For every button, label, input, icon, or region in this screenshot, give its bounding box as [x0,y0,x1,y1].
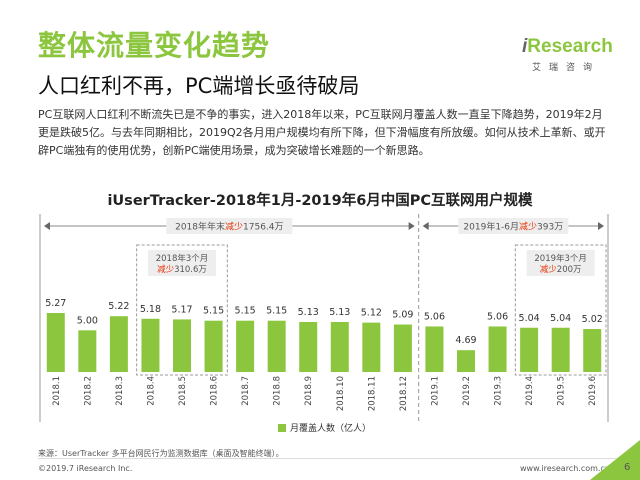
ann-2019-h1-arrow-right [598,222,604,230]
value-label-2019.1: 5.06 [424,311,445,322]
footer-corner-decoration [590,440,640,480]
ann-2018-year-text-plain: 2018年年末 [175,221,225,233]
legend-label: 月覆盖人数（亿人） [290,422,371,434]
iresearch-logo: iResearch 艾瑞咨询 [522,36,632,76]
ann-2019-h1-text-tail: 393万 [537,223,563,233]
logo-subtitle: 艾瑞咨询 [532,63,601,73]
bar-2018.6 [204,320,223,372]
value-label-2018.4: 5.18 [140,304,161,315]
ann-2019-q2-tail: 200万 [557,265,582,275]
bar-2019.5 [551,327,570,372]
logo-wordmark: iResearch [522,36,613,58]
ann-2019-h1-arrow-left [422,222,429,230]
bar-2018.11 [362,322,381,372]
ann-2019-q2-line1: 2019年3个月 [534,253,587,264]
ann-2018-year-arrow-right [408,222,415,230]
value-label-2018.1: 5.27 [45,298,66,309]
body-paragraph: PC互联网人口红利不断流失已是不争的事实，进入2018年以来，PC互联网月覆盖人… [38,108,606,157]
x-tick-label-2018.10: 2018.10 [336,376,346,411]
ann-2018-year-text: 2018年年末减少1756.4万 [175,221,283,233]
ann-2018-year-arrow-left [44,222,50,230]
x-tick-label-2019.5: 2019.5 [557,376,567,406]
ann-2019-q2-dashed-box [514,244,607,376]
x-tick-label-2018.5: 2018.5 [178,376,188,406]
ann-2018-year-text-emph: 减少 [225,221,243,233]
ann-2018-q2-label-box [148,250,216,276]
x-tick-label-2018.4: 2018.4 [146,376,156,406]
ann-2019-h1-text-emph: 减少 [519,221,537,233]
ann-2018-q2-line1: 2018年3个月 [156,253,209,264]
ann-2019-q2-label-box [526,250,595,276]
ann-2019-h1-box [458,218,569,234]
value-label-2019.4: 5.04 [519,313,540,324]
x-tick-label-2019.6: 2019.6 [588,376,598,406]
bar-2018.2 [78,330,97,372]
footer-url: www.iresearch.com.cn [520,464,610,473]
x-tick-label-2019.2: 2019.2 [462,376,472,406]
bar-2018.1 [46,313,65,372]
x-tick-label-2018.2: 2018.2 [83,376,93,406]
footer-divider [38,458,618,459]
page-subtitle: 人口红利不再，PC端增长亟待破局 [38,74,360,98]
page-number: 6 [624,462,631,473]
ann-2018-q2-dashed-box [136,244,228,376]
value-label-2018.10: 5.13 [329,307,350,318]
value-label-2018.11: 5.12 [361,308,382,319]
ann-2018-year-box [166,218,293,234]
chart-title: iUserTracker-2018年1月-2019年6月中国PC互联网用户规模 [107,193,533,209]
bar-2018.5 [173,319,191,372]
x-tick-label-2018.7: 2018.7 [241,376,251,406]
x-tick-label-2018.8: 2018.8 [273,376,283,406]
value-label-2019.2: 4.69 [455,335,476,346]
x-tick-label-2018.12: 2018.12 [399,376,409,411]
x-tick-label-2019.1: 2019.1 [430,376,440,406]
x-tick-label-2018.1: 2018.1 [52,376,62,406]
x-tick-label-2018.6: 2018.6 [210,376,220,406]
logo-research: Research [527,36,613,57]
x-tick-label-2018.3: 2018.3 [115,376,125,406]
footer-copyright: ©2019.7 iResearch Inc. [38,464,133,473]
bar-2018.12 [393,324,412,372]
value-label-2019.3: 5.06 [487,311,508,322]
ann-2019-h1-text-plain: 2019年1-6月 [463,221,519,233]
value-label-2018.3: 5.22 [108,301,129,312]
bar-2019.6 [583,329,602,372]
bar-2018.7 [236,320,255,372]
bar-2018.4 [141,318,160,372]
legend-swatch [278,424,286,432]
bar-2018.9 [299,321,318,372]
bar-2018.10 [330,321,349,372]
bar-2019.1 [425,326,444,372]
logo-i: i [522,36,528,57]
page-title: 整体流量变化趋势 [38,29,271,62]
source-note: 来源：UserTracker 多平台网民行为监测数据库（桌面及智能终端）。 [38,449,284,458]
value-label-2018.7: 5.15 [235,306,256,317]
value-label-2018.6: 5.15 [203,306,224,317]
value-label-2019.6: 5.02 [582,314,603,325]
value-label-2018.2: 5.00 [77,315,98,326]
value-label-2018.9: 5.13 [298,307,319,318]
x-tick-label-2019.4: 2019.4 [525,376,535,406]
bar-2019.3 [488,326,507,372]
ann-2019-q2-line2: 减少200万 [540,264,582,275]
bar-2019.4 [520,327,539,372]
bar-2019.2 [457,350,475,372]
value-label-2019.5: 5.04 [550,313,571,324]
ann-2018-q2-line2: 减少310.6万 [157,264,207,275]
value-label-2018.8: 5.15 [266,306,287,317]
ann-2019-h1-text: 2019年1-6月减少393万 [463,221,563,233]
x-tick-label-2018.9: 2018.9 [304,376,314,406]
ann-2018-year-text-tail: 1756.4万 [243,223,283,233]
ann-2019-q2-emph: 减少 [540,264,558,275]
value-label-2018.5: 5.17 [171,304,192,315]
x-tick-label-2019.3: 2019.3 [494,376,504,406]
value-label-2018.12: 5.09 [392,310,413,321]
bar-2018.3 [109,316,128,372]
ann-2018-q2-emph: 减少 [157,264,175,275]
ann-2018-q2-tail: 310.6万 [174,265,207,275]
bar-2018.8 [267,320,286,372]
x-tick-label-2018.11: 2018.11 [367,376,377,411]
